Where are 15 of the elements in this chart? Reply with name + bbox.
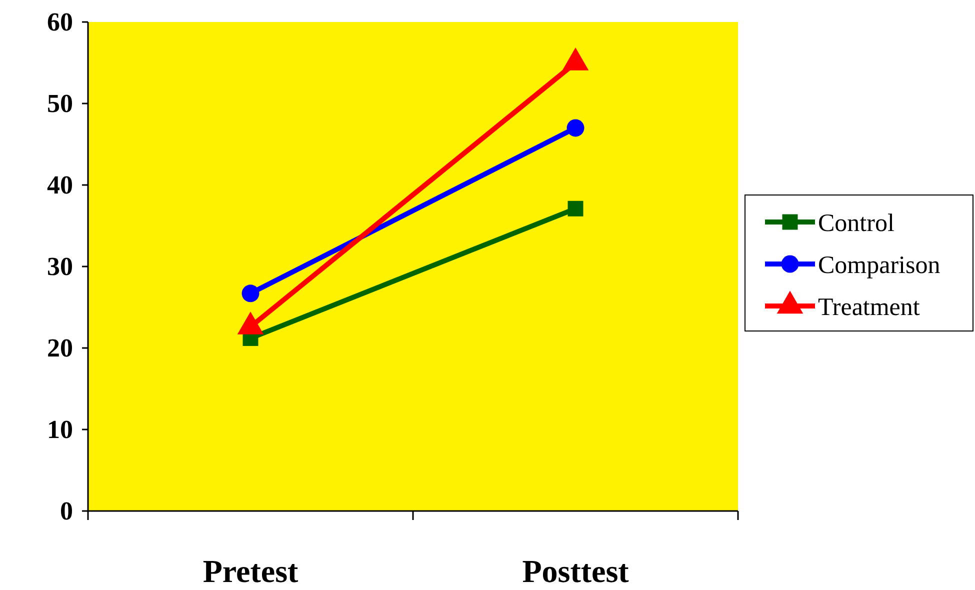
x-tick-label: Posttest [522, 553, 630, 589]
y-tick-label: 30 [47, 252, 73, 281]
point [566, 119, 584, 137]
point [242, 284, 260, 302]
y-tick-label: 20 [47, 333, 73, 362]
x-tick-label: Pretest [202, 553, 299, 589]
y-tick-label: 60 [47, 7, 73, 36]
legend-label: Control [818, 210, 894, 237]
legend-label: Treatment [818, 294, 920, 321]
y-tick-label: 50 [47, 88, 73, 118]
point [568, 200, 584, 216]
y-tick-label: 0 [60, 496, 73, 526]
legend-label: Comparison [818, 252, 941, 279]
y-tick-label: 10 [47, 414, 73, 444]
y-tick-label: 40 [47, 170, 73, 200]
